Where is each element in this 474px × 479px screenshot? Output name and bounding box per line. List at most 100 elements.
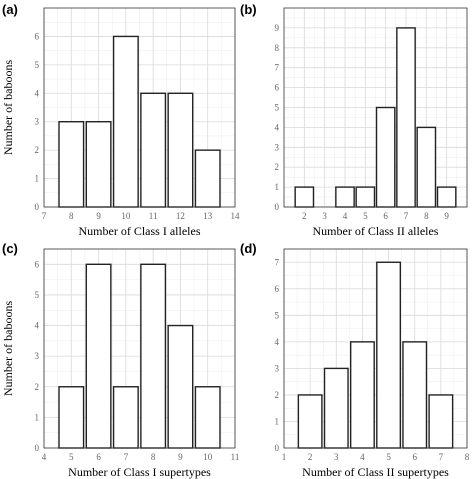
x-tick-label: 7 [439,452,444,462]
x-tick-label: 7 [124,452,129,462]
x-tick-label: 5 [69,452,74,462]
bar [167,324,194,449]
y-tick-label: 5 [35,290,40,300]
bar [112,35,139,208]
x-tick-label: 3 [334,452,339,462]
y-tick-label: 6 [275,284,280,294]
y-tick-label: 0 [275,202,280,212]
y-tick-label: 6 [35,259,40,269]
plot-frame [283,7,468,208]
bar [85,263,112,449]
panel-label: (b) [240,2,257,17]
x-tick-label: 8 [465,452,470,462]
y-axis-title: Number of baboons [1,301,15,397]
y-tick-label: 2 [275,390,280,400]
x-tick-label: 9 [444,211,449,221]
x-tick-label: 4 [343,211,348,221]
y-tick-label: 5 [35,60,40,70]
bar [297,394,323,449]
x-tick-label: 13 [203,211,213,221]
y-tick-label: 9 [275,23,280,33]
x-axis-title: Number of Class II supertypes [302,465,449,479]
x-tick-label: 9 [96,211,101,221]
bar [375,106,396,208]
y-tick-label: 5 [275,103,280,113]
x-tick-label: 7 [42,211,47,221]
bar [58,386,85,449]
x-tick-label: 14 [231,211,241,221]
x-tick-label: 4 [360,452,365,462]
y-tick-label: 2 [35,382,40,392]
y-tick-label: 0 [275,443,280,453]
y-tick-label: 6 [35,31,40,41]
bar [323,367,349,449]
x-tick-label: 7 [404,211,409,221]
y-tick-label: 3 [35,351,40,361]
x-tick-label: 5 [386,452,391,462]
y-tick-label: 0 [35,443,40,453]
y-tick-label: 1 [275,416,280,426]
panel-label: (d) [240,241,257,256]
bar [349,341,375,449]
y-tick-label: 4 [35,88,40,98]
bar [416,126,437,208]
bar [58,121,85,208]
x-axis-title: Number of Class II alleles [313,224,439,238]
bar [140,263,167,449]
plot-frame [43,248,236,449]
x-tick-label: 6 [412,452,417,462]
y-tick-label: 3 [275,363,280,373]
x-axis-title: Number of Class I supertypes [68,465,211,479]
y-tick-label: 8 [275,43,280,53]
x-tick-label: 9 [178,452,183,462]
y-tick-label: 4 [35,321,40,331]
bar [376,261,402,449]
plot-frame [283,248,468,449]
y-tick-label: 4 [275,337,280,347]
bar [140,92,167,208]
panel-c: (c) 4 5 6 7 8 9 10 11 0 1 2 3 4 5 6 Number of Class I su… [1,241,239,479]
x-tick-label: 4 [42,452,47,462]
bar [396,27,416,208]
bar [355,186,376,208]
x-tick-label: 6 [383,211,388,221]
panel-b: (b) 2 3 4 5 6 7 8 9 0 1 2 3 4 5 6 7 8 9 Number of Class II … [240,2,468,238]
y-tick-label: 2 [275,162,280,172]
y-tick-label: 1 [275,182,280,192]
y-tick-label: 1 [35,174,40,184]
bar [402,341,428,449]
bar [428,394,454,449]
bar [112,386,139,449]
x-tick-label: 5 [363,211,368,221]
panel-label: (c) [2,241,18,256]
y-tick-label: 5 [275,310,280,320]
x-tick-label: 11 [149,211,158,221]
bar [85,121,112,208]
y-tick-label: 2 [35,145,40,155]
panel-label: (a) [2,2,18,17]
x-tick-label: 11 [231,452,240,462]
y-tick-label: 7 [275,63,280,73]
bar [294,186,315,208]
y-tick-label: 3 [35,117,40,127]
x-tick-label: 10 [203,452,213,462]
x-tick-label: 2 [302,211,307,221]
y-tick-label: 7 [275,257,280,267]
bar [167,92,194,208]
x-tick-label: 10 [121,211,131,221]
plot-frame [43,7,236,208]
y-axis-title: Number of baboons [1,60,15,156]
y-tick-label: 1 [35,412,40,422]
x-axis-title: Number of Class I alleles [79,224,201,238]
x-tick-label: 2 [308,452,313,462]
y-tick-label: 3 [275,142,280,152]
x-tick-label: 8 [69,211,74,221]
bar [194,149,221,208]
y-tick-label: 6 [275,83,280,93]
y-tick-label: 0 [35,202,40,212]
y-tick-label: 4 [275,122,280,132]
x-tick-label: 8 [424,211,429,221]
bar [335,186,355,208]
